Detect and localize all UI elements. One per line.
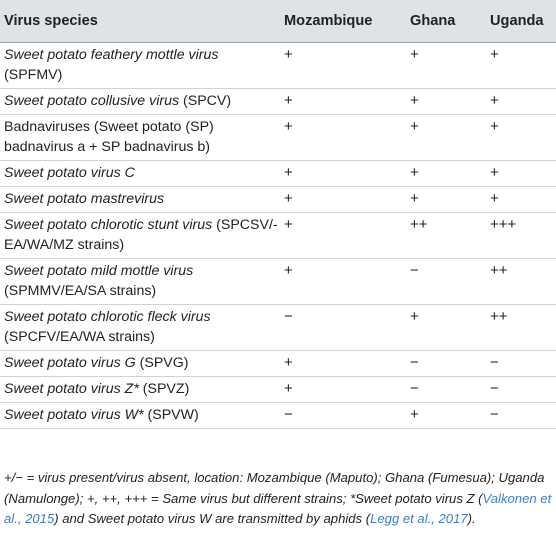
species-italic: Sweet potato mild mottle virus: [4, 263, 194, 279]
footnote-text-2: ) and Sweet potato virus W are transmitt…: [54, 511, 371, 526]
ghana-cell: −: [406, 350, 486, 377]
species-cell: Sweet potato feathery mottle virus (SPFM…: [0, 42, 280, 89]
species-italic: Sweet potato collusive virus: [4, 93, 180, 109]
mozambique-cell: +: [280, 212, 406, 259]
species-plain: (SPCV): [179, 93, 232, 109]
species-cell: Sweet potato chlorotic fleck virus (SPCF…: [0, 304, 280, 351]
species-cell: Sweet potato mild mottle virus (SPMMV/EA…: [0, 258, 280, 305]
mozambique-cell: +: [280, 186, 406, 213]
ghana-cell: +: [406, 42, 486, 89]
footnote-text-1: +/− = virus present/virus absent, locati…: [4, 470, 545, 506]
uganda-cell: −: [486, 376, 556, 403]
header-ghana: Ghana: [406, 0, 486, 43]
uganda-cell: +: [486, 186, 556, 213]
uganda-cell: +: [486, 42, 556, 89]
mozambique-cell: −: [280, 304, 406, 351]
table-row: Sweet potato chlorotic stunt virus (SPCS…: [0, 212, 556, 259]
ghana-cell: +: [406, 88, 486, 115]
species-cell: Badnaviruses (Sweet potato (SP) badnavir…: [0, 114, 280, 161]
species-italic: Sweet potato virus Z*: [4, 381, 139, 397]
mozambique-cell: +: [280, 42, 406, 89]
ghana-cell: ++: [406, 212, 486, 259]
header-uganda: Uganda: [486, 0, 556, 43]
uganda-cell: −: [486, 402, 556, 429]
ghana-cell: +: [406, 186, 486, 213]
mozambique-cell: +: [280, 160, 406, 187]
species-italic: Sweet potato mastrevirus: [4, 191, 165, 207]
table-row: Sweet potato virus G (SPVG) + − −: [0, 350, 556, 377]
species-italic: Sweet potato chlorotic fleck virus: [4, 309, 211, 325]
header-virus-species: Virus species: [0, 0, 280, 43]
mozambique-cell: +: [280, 114, 406, 161]
mozambique-cell: +: [280, 88, 406, 115]
footnote-citation-link[interactable]: Legg et al., 2017: [370, 511, 468, 526]
species-plain: (SPVW): [143, 407, 199, 423]
uganda-cell: −: [486, 350, 556, 377]
species-italic: Sweet potato virus C: [4, 165, 135, 181]
species-cell: Sweet potato virus C: [0, 160, 280, 187]
table-row: Sweet potato feathery mottle virus (SPFM…: [0, 42, 556, 89]
species-plain: Badnaviruses (Sweet potato (SP) badnavir…: [4, 119, 214, 155]
table-row: Badnaviruses (Sweet potato (SP) badnavir…: [0, 114, 556, 161]
ghana-cell: +: [406, 304, 486, 351]
table-row: Sweet potato virus W* (SPVW) − + −: [0, 402, 556, 429]
uganda-cell: +: [486, 88, 556, 115]
species-italic: Sweet potato virus G: [4, 355, 136, 371]
species-italic: Sweet potato feathery mottle virus: [4, 47, 219, 63]
species-cell: Sweet potato virus W* (SPVW): [0, 402, 280, 429]
species-cell: Sweet potato collusive virus (SPCV): [0, 88, 280, 115]
species-italic: Sweet potato chlorotic stunt virus: [4, 217, 213, 233]
footnote-citation-link[interactable]: Valkonen et al., 2015: [4, 490, 552, 527]
species-plain: (SPFMV): [4, 67, 63, 83]
ghana-cell: −: [406, 376, 486, 403]
uganda-cell: ++: [486, 304, 556, 351]
uganda-cell: +: [486, 160, 556, 187]
mozambique-cell: +: [280, 350, 406, 377]
species-plain: (SPCSV/-EA/WA/MZ strains): [4, 217, 278, 253]
species-plain: (SPMMV/EA/SA strains): [4, 283, 157, 299]
mozambique-cell: +: [280, 376, 406, 403]
mozambique-cell: −: [280, 402, 406, 429]
uganda-cell: +: [486, 114, 556, 161]
virus-table: Virus species Mozambique Ghana Uganda Sw…: [0, 0, 556, 429]
ghana-cell: +: [406, 402, 486, 429]
species-plain: (SPVZ): [138, 381, 190, 397]
header-row: Virus species Mozambique Ghana Uganda: [0, 0, 556, 43]
table-footnote: +/− = virus present/virus absent, locati…: [4, 468, 554, 530]
footnote-text-3: ).: [467, 511, 476, 526]
species-italic: Sweet potato virus W*: [4, 407, 144, 423]
species-plain: (SPVG): [135, 355, 189, 371]
table-row: Sweet potato virus Z* (SPVZ) + − −: [0, 376, 556, 403]
table-row: Sweet potato mild mottle virus (SPMMV/EA…: [0, 258, 556, 305]
species-cell: Sweet potato mastrevirus: [0, 186, 280, 213]
ghana-cell: +: [406, 114, 486, 161]
species-cell: Sweet potato virus Z* (SPVZ): [0, 376, 280, 403]
header-mozambique: Mozambique: [280, 0, 406, 43]
species-cell: Sweet potato virus G (SPVG): [0, 350, 280, 377]
species-plain: (SPCFV/EA/WA strains): [4, 329, 155, 345]
mozambique-cell: +: [280, 258, 406, 305]
table-row: Sweet potato mastrevirus + + +: [0, 186, 556, 213]
table-row: Sweet potato chlorotic fleck virus (SPCF…: [0, 304, 556, 351]
uganda-cell: +++: [486, 212, 556, 259]
species-cell: Sweet potato chlorotic stunt virus (SPCS…: [0, 212, 280, 259]
uganda-cell: ++: [486, 258, 556, 305]
ghana-cell: −: [406, 258, 486, 305]
table-row: Sweet potato collusive virus (SPCV) + + …: [0, 88, 556, 115]
virus-table-container: Virus species Mozambique Ghana Uganda Sw…: [0, 0, 556, 429]
table-row: Sweet potato virus C + + +: [0, 160, 556, 187]
ghana-cell: +: [406, 160, 486, 187]
